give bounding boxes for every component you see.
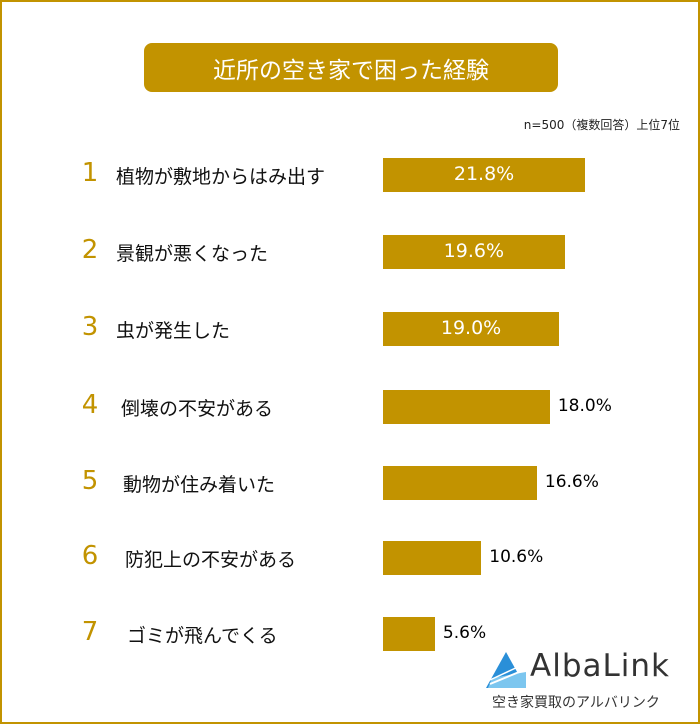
bar [383, 617, 435, 651]
rank-number: 5 [81, 466, 99, 496]
bar [383, 158, 586, 192]
rank-number: 1 [81, 158, 99, 188]
category-label: 防犯上の不安がある [125, 549, 297, 571]
category-label: 景観が悪くなった [116, 243, 269, 265]
category-label: 倒壊の不安がある [121, 398, 274, 420]
value-label: 21.8% [453, 163, 515, 185]
rank-number: 3 [81, 312, 99, 342]
bar [383, 235, 565, 269]
category-label: 虫が発生した [116, 320, 231, 342]
category-label: 動物が住み着いた [123, 474, 276, 496]
category-label: 植物が敷地からはみ出す [116, 166, 326, 188]
value-label: 19.0% [440, 317, 502, 339]
logo-triangle-icon [486, 652, 526, 688]
chart-title: 近所の空き家で困った経験 [144, 43, 558, 92]
sample-note: n=500（複数回答）上位7位 [523, 118, 680, 132]
value-label: 5.6% [442, 623, 487, 643]
rank-number: 4 [81, 390, 99, 420]
bar [383, 390, 550, 424]
bar [383, 312, 560, 346]
value-label: 19.6% [443, 240, 505, 262]
bar [383, 466, 537, 500]
logo-name: AlbaLink [530, 648, 670, 684]
rank-number: 7 [81, 617, 99, 647]
albalink-logo: AlbaLink 空き家買取のアルバリンク [482, 648, 692, 718]
value-label: 10.6% [489, 547, 544, 567]
value-label: 18.0% [557, 396, 612, 416]
logo-tagline: 空き家買取のアルバリンク [492, 695, 660, 711]
rank-number: 2 [81, 235, 99, 265]
rank-number: 6 [81, 541, 99, 571]
category-label: ゴミが飛んでくる [127, 625, 278, 647]
bar [383, 541, 482, 575]
value-label: 16.6% [544, 472, 599, 492]
